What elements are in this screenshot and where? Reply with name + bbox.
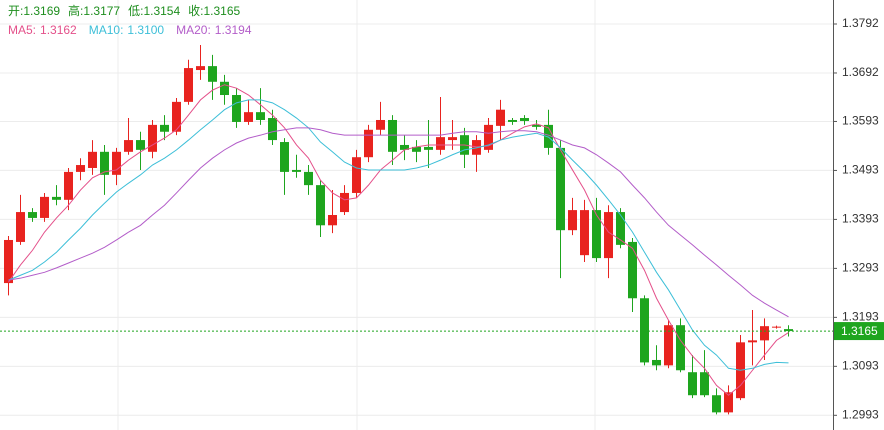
candle-body (700, 372, 709, 396)
ma-value: 1.3194 (215, 23, 252, 37)
y-tick-label: 1.3593 (842, 114, 879, 128)
candle-body (280, 142, 289, 172)
candle-body (352, 157, 361, 193)
candle-body (4, 239, 13, 284)
ma-value: 1.3162 (40, 23, 77, 37)
candle-body (508, 119, 517, 122)
y-tick-label: 1.2993 (842, 407, 879, 421)
y-tick-label: 1.3093 (842, 359, 879, 373)
ma-line (8, 99, 789, 371)
last-price-tag (834, 322, 884, 341)
y-tick-label: 1.3193 (842, 310, 879, 324)
ma-name: MA5: (8, 23, 36, 37)
candle-body (484, 124, 493, 150)
candle-body (664, 325, 673, 366)
candle-body (436, 137, 445, 150)
candle-body (76, 165, 85, 172)
ma-name: MA20: (176, 23, 211, 37)
y-tick-label: 1.3493 (842, 163, 879, 177)
candle-body (28, 212, 37, 218)
candle-body (292, 169, 301, 172)
candle-body (628, 241, 637, 299)
candle-body (424, 146, 433, 150)
ohlc-legend: 开:1.3169 高:1.3177 低:1.3154 收:1.3165 (8, 3, 241, 18)
candle-body (64, 171, 73, 200)
candle-body (412, 146, 421, 152)
candle-body (52, 196, 61, 200)
candle-body (328, 215, 337, 226)
candle-body (388, 119, 397, 152)
candle-body (364, 129, 373, 158)
candle-body (112, 151, 121, 175)
candle-body (88, 151, 97, 168)
candle-body (184, 68, 193, 102)
candle-body (448, 137, 457, 141)
ma-line (8, 127, 789, 318)
candle-body (520, 118, 529, 121)
candle-body (676, 325, 685, 371)
ohlc-name: 收: (188, 4, 203, 18)
candle-body (160, 124, 169, 132)
ma-value: 1.3100 (127, 23, 164, 37)
candle-body (304, 171, 313, 186)
candle-body (784, 329, 793, 332)
y-tick-label: 1.3293 (842, 261, 879, 275)
candle-body (172, 101, 181, 132)
candle-body (400, 144, 409, 150)
candle-body (136, 140, 145, 150)
ohlc-name: 低: (128, 4, 143, 18)
candle-body (100, 151, 109, 175)
candle-body (376, 119, 385, 130)
candle-body (196, 66, 205, 71)
y-tick-label: 1.3792 (842, 16, 879, 30)
candle-body (16, 212, 25, 242)
ohlc-name: 开: (8, 4, 23, 18)
candle-body (568, 210, 577, 231)
candle-body (604, 212, 613, 259)
ohlc-value: 1.3177 (83, 4, 120, 18)
ma-line (8, 84, 789, 396)
candle-body (748, 340, 757, 343)
candle-body (40, 196, 49, 218)
candle-body (556, 147, 565, 231)
candle-body (640, 298, 649, 363)
candle-body (208, 66, 217, 82)
y-tick-label: 1.3692 (842, 65, 879, 79)
candle-body (256, 112, 265, 120)
ohlc-name: 高: (68, 3, 83, 18)
candle-body (316, 185, 325, 226)
candle-body (652, 359, 661, 366)
candle-body (532, 124, 541, 127)
ohlc-value: 1.3169 (23, 4, 60, 18)
candle-body (496, 109, 505, 126)
candle-body (124, 140, 133, 152)
ohlc-value: 1.3165 (203, 4, 240, 18)
candle-body (244, 112, 253, 122)
candle-body (544, 124, 553, 148)
candle-body (148, 124, 157, 152)
candle-body (760, 326, 769, 341)
candle-body (688, 372, 697, 396)
ma-legend: MA5: 1.3162 MA10: 1.3100 MA20: 1.3194 (8, 23, 252, 37)
ma-name: MA10: (89, 23, 124, 37)
y-tick-label: 1.3393 (842, 212, 879, 226)
candle-body (616, 212, 625, 245)
candle-body (772, 326, 781, 328)
candle-body (712, 395, 721, 413)
candle-body (268, 118, 277, 141)
candle-body (724, 392, 733, 413)
candle-body (340, 192, 349, 213)
candle-body (220, 81, 229, 96)
candle-body (232, 95, 241, 122)
ohlc-value: 1.3154 (143, 4, 180, 18)
candle-body (580, 210, 589, 256)
candle-body (592, 210, 601, 259)
last-price-label: 1.3165 (841, 324, 878, 338)
